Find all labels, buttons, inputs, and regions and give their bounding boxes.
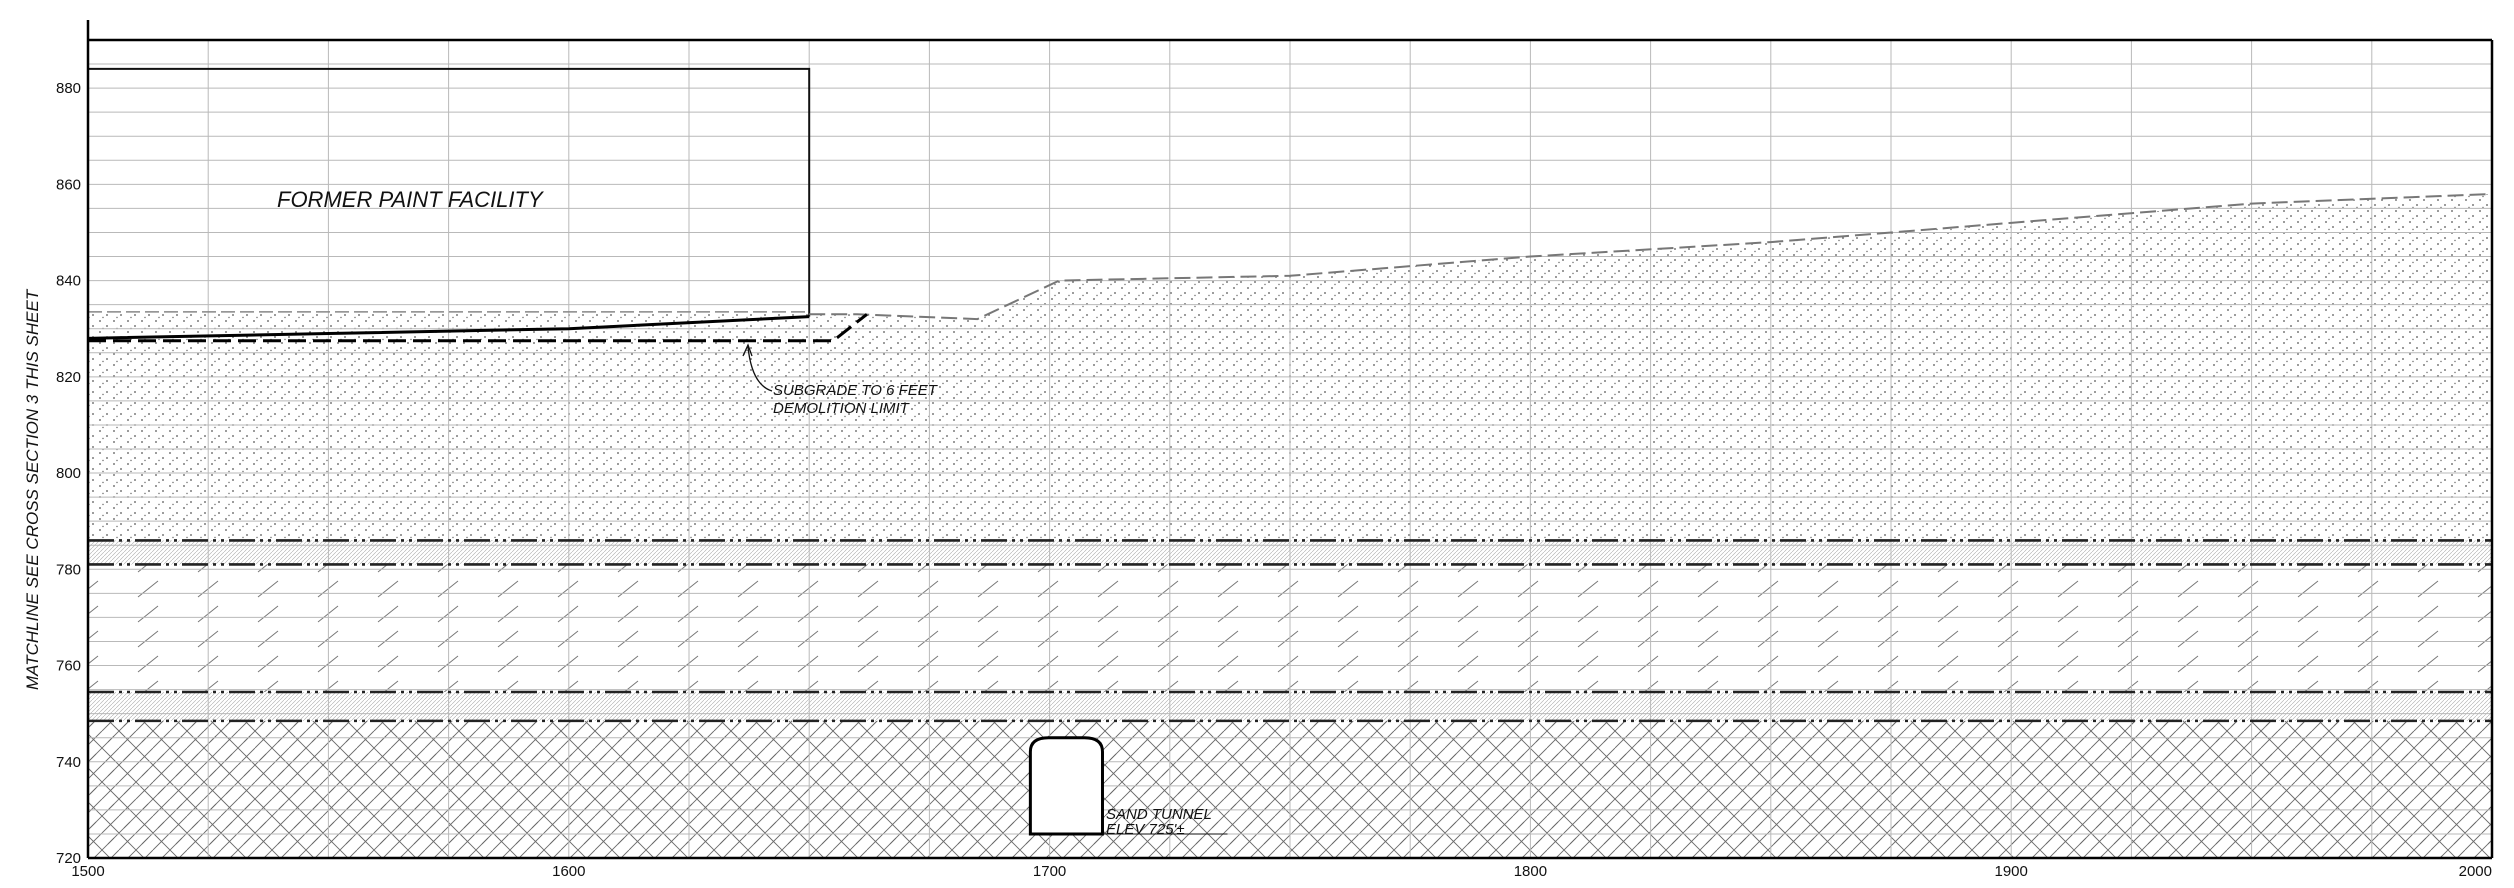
x-tick-label: 1600 <box>552 863 585 880</box>
sand-tunnel-outline <box>1028 736 1104 836</box>
x-tick-label: 1500 <box>71 863 104 880</box>
x-tick-label: 2000 <box>2459 863 2492 880</box>
y-tick-label: 880 <box>56 80 81 97</box>
drawing-frame <box>86 20 2494 860</box>
facility-label: FORMER PAINT FACILITY <box>277 187 544 212</box>
x-tick-label: 1900 <box>1995 863 2028 880</box>
y-tick-label: 840 <box>56 273 81 290</box>
x-axis-ticks: 1500 1600 1700 1800 1900 2000 <box>71 863 2492 880</box>
y-tick-label: 780 <box>56 561 81 578</box>
leader-line <box>747 346 773 392</box>
subgrade-label-line2: DEMOLITION LIMIT <box>773 400 911 417</box>
leader-arrowhead <box>742 343 753 357</box>
y-tick-label: 820 <box>56 369 81 386</box>
profiles <box>87 67 2493 836</box>
tunnel-label-line2: ELEV 725'± <box>1106 821 1185 838</box>
grid-lines <box>88 40 2492 859</box>
facility-outline <box>88 67 811 317</box>
y-axis-ticks: 720 740 760 780 800 820 840 860 880 <box>56 80 81 867</box>
x-tick-label: 1700 <box>1033 863 1066 880</box>
y-tick-label: 720 <box>56 850 81 867</box>
tunnel-label-line1: SAND TUNNEL <box>1106 806 1212 823</box>
subgrade-label-line1: SUBGRADE TO 6 FEET <box>773 382 939 399</box>
x-tick-label: 1800 <box>1514 863 1547 880</box>
y-tick-label: 760 <box>56 658 81 675</box>
y-tick-label: 740 <box>56 754 81 771</box>
ground-surface-profile <box>809 192 2493 321</box>
y-tick-label: 800 <box>56 465 81 482</box>
existing-grade-line <box>87 315 810 340</box>
y-tick-label: 860 <box>56 176 81 193</box>
matchline-label: MATCHLINE SEE CROSS SECTION 3 THIS SHEET <box>23 288 42 690</box>
